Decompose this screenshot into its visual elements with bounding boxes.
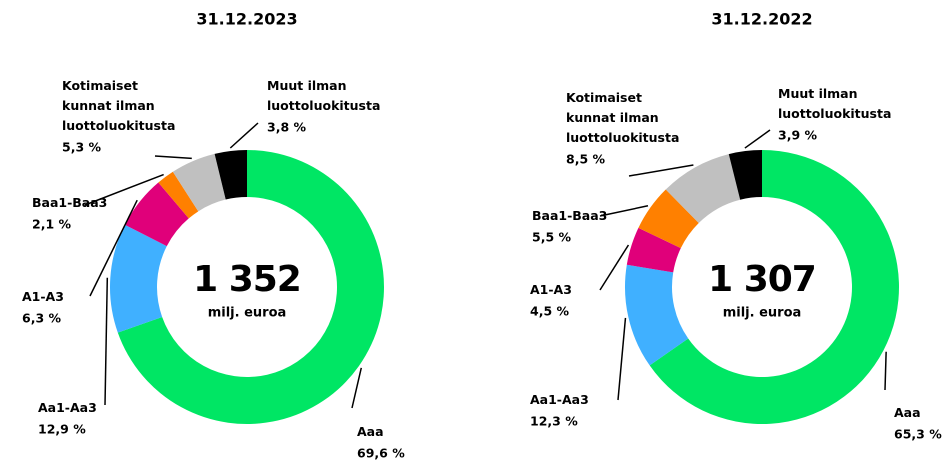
segment-label: Aa1-Aa3 <box>530 392 589 407</box>
donut-segment <box>665 154 741 223</box>
donut-segment <box>649 150 899 424</box>
donut-segment <box>626 227 681 273</box>
segment-label: Aa1-Aa3 <box>38 400 97 415</box>
leader-line <box>89 199 138 297</box>
leader-line <box>617 317 627 401</box>
donut-segment <box>124 182 189 247</box>
leader-line <box>351 367 363 409</box>
segment-value: 12,9 % <box>38 422 86 437</box>
leader-line <box>744 129 771 149</box>
segment-value: 5,3 % <box>62 140 101 155</box>
segment-label: Muut ilman luottoluokitusta <box>778 86 891 121</box>
segment-label: Muut ilman luottoluokitusta <box>267 78 380 113</box>
center-value: 1 352 <box>193 259 301 300</box>
chart-title: 31.12.2022 <box>711 10 812 29</box>
segment-value: 69,6 % <box>357 446 405 461</box>
segment-value: 4,5 % <box>530 304 569 319</box>
segment-value: 12,3 % <box>530 414 578 429</box>
segment-label: Kotimaiset kunnat ilman luottoluokitusta <box>566 90 679 145</box>
segment-value: 65,3 % <box>894 427 942 442</box>
donut-segment <box>638 189 699 249</box>
leader-line <box>599 244 630 291</box>
segment-value: 2,1 % <box>32 217 71 232</box>
donut-segment <box>728 150 762 200</box>
donut-segment <box>158 171 199 219</box>
donut-segment <box>109 224 167 333</box>
center-label: milj. euroa <box>208 306 287 321</box>
leader-line <box>154 155 192 160</box>
leader-line <box>229 122 259 149</box>
segment-value: 6,3 % <box>22 311 61 326</box>
center-label: milj. euroa <box>723 306 802 321</box>
donut-segment <box>625 264 689 366</box>
segment-label: Baa1-Baa3 <box>532 208 607 223</box>
segment-label: Baa1-Baa3 <box>32 195 107 210</box>
segment-label: Aaa <box>894 405 921 420</box>
segment-label: Kotimaiset kunnat ilman luottoluokitusta <box>62 78 175 133</box>
leader-line <box>84 173 164 206</box>
segment-label: A1-A3 <box>22 289 64 304</box>
donut-segment <box>117 150 384 424</box>
segment-label: Aaa <box>357 424 384 439</box>
leader-line <box>104 277 109 406</box>
center-value: 1 307 <box>708 259 816 300</box>
chart-title: 31.12.2023 <box>196 10 297 29</box>
leader-line <box>628 164 694 177</box>
segment-value: 3,8 % <box>267 120 306 135</box>
segment-value: 8,5 % <box>566 152 605 167</box>
donut-segment <box>214 150 247 200</box>
leader-line <box>599 205 649 217</box>
leader-line <box>884 351 887 391</box>
segment-value: 5,5 % <box>532 230 571 245</box>
segment-value: 3,9 % <box>778 128 817 143</box>
segment-label: A1-A3 <box>530 282 572 297</box>
donut-segment <box>172 153 226 212</box>
